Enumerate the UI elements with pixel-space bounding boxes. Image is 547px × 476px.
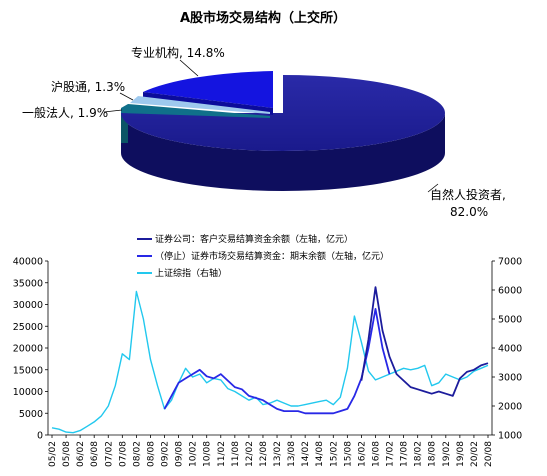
x-ticks: 05/02 05/08 06/02 06/08 07/02 07/08 08/02 08/08… <box>48 435 494 467</box>
y-left-tick-label: 30000 <box>13 300 43 311</box>
pie-label-legal: 一般法人, 1.9% <box>22 105 108 120</box>
x-tick-label: 07/08 <box>118 441 128 467</box>
y-left-tick-label: 40000 <box>13 257 43 268</box>
x-tick-label: 15/08 <box>343 441 353 467</box>
pie-label-natural-name: 自然人投资者, <box>430 187 506 202</box>
x-tick-label: 14/08 <box>315 441 325 467</box>
pie-chart: A股市场交易结构（上交所） 专业机构, 14.8% 沪股通, 1.3% 一般法人… <box>22 10 506 219</box>
leader-line-legal <box>103 109 123 113</box>
x-tick-label: 06/02 <box>76 441 86 467</box>
x-tick-label: 13/08 <box>287 441 297 467</box>
y-left-tick-label: 15000 <box>13 365 43 376</box>
y-right-tick-label: 2000 <box>498 402 522 413</box>
x-tick-label: 16/02 <box>357 441 367 467</box>
pie-slice-natural <box>121 75 445 151</box>
pie-title: A股市场交易结构（上交所） <box>180 10 346 26</box>
x-tick-label: 08/02 <box>132 441 142 467</box>
legend: 证券公司：客户交易结算资金余额（左轴，亿元） （停止）证券市场交易结算资金：期末… <box>137 233 389 279</box>
leader-line-natural <box>427 183 439 193</box>
y-left-tick-label: 25000 <box>13 322 43 333</box>
x-tick-label: 05/08 <box>62 441 72 467</box>
series-line-index <box>51 290 489 434</box>
y-left-tick-label: 35000 <box>13 278 43 289</box>
leader-line-institution <box>179 59 199 77</box>
x-tick-label: 19/08 <box>456 441 466 467</box>
y-right-tick-label: 5000 <box>498 315 522 326</box>
x-tick-label: 16/08 <box>371 441 381 467</box>
leader-line-connect <box>119 92 134 101</box>
series-layer <box>51 286 489 434</box>
x-tick-label: 08/08 <box>146 441 156 467</box>
y-left-tick-label: 0 <box>37 431 43 442</box>
x-tick-label: 10/02 <box>189 441 199 467</box>
y-left-tick-label: 20000 <box>13 344 43 355</box>
x-tick-label: 11/02 <box>217 441 227 467</box>
y-right-tick-label: 7000 <box>498 257 522 268</box>
y-right-tick-label: 1000 <box>498 431 522 442</box>
pie-label-institution: 专业机构, 14.8% <box>131 45 225 60</box>
series-line-accounts <box>360 286 489 397</box>
pie-label-connect: 沪股通, 1.3% <box>51 80 125 94</box>
x-tick-label: 18/02 <box>414 441 424 467</box>
y-right-ticks: 1000 2000 3000 4000 5000 6000 7000 <box>492 257 522 442</box>
x-tick-label: 12/08 <box>259 441 269 467</box>
x-tick-label: 09/08 <box>175 441 185 467</box>
y-right-tick-label: 3000 <box>498 373 522 384</box>
y-left-tick-label: 10000 <box>13 387 43 398</box>
x-tick-label: 09/02 <box>161 441 171 467</box>
x-tick-label: 11/08 <box>231 441 241 467</box>
legend-label-index: 上证综指（右轴） <box>155 267 227 279</box>
y-left-ticks: 0 5000 10000 15000 20000 25000 30000 35000 40000 <box>13 257 48 442</box>
x-tick-label: 12/02 <box>245 441 255 467</box>
series-line-settlement <box>163 308 391 415</box>
pie-side-natural <box>121 113 445 191</box>
pie-slice-connect <box>130 96 270 114</box>
y-left-tick-label: 5000 <box>19 409 43 420</box>
x-tick-label: 07/02 <box>104 441 114 467</box>
line-chart: 证券公司：客户交易结算资金余额（左轴，亿元） （停止）证券市场交易结算资金：期末… <box>13 233 522 467</box>
x-tick-label: 05/02 <box>48 441 58 467</box>
y-right-tick-label: 4000 <box>498 344 522 355</box>
pie-label-natural-value: 82.0% <box>450 205 488 219</box>
x-tick-label: 06/08 <box>90 441 100 467</box>
pie-slice-institution <box>143 71 273 108</box>
x-tick-label: 15/02 <box>329 441 339 467</box>
x-tick-label: 10/08 <box>203 441 213 467</box>
y-right-tick-label: 6000 <box>498 286 522 297</box>
x-tick-label: 20/08 <box>484 441 494 467</box>
x-tick-label: 14/02 <box>301 441 311 467</box>
legend-label-settlement: （停止）证券市场交易结算资金：期末余额（左轴，亿元） <box>155 250 389 262</box>
x-tick-label: 13/02 <box>273 441 283 467</box>
pie-slice-legal <box>121 104 270 118</box>
x-tick-label: 20/02 <box>470 441 480 467</box>
x-tick-label: 17/08 <box>400 441 410 467</box>
x-tick-label: 17/02 <box>386 441 396 467</box>
x-tick-label: 19/02 <box>442 441 452 467</box>
legend-label-accounts: 证券公司：客户交易结算资金余额（左轴，亿元） <box>155 233 353 245</box>
x-tick-label: 18/08 <box>428 441 438 467</box>
